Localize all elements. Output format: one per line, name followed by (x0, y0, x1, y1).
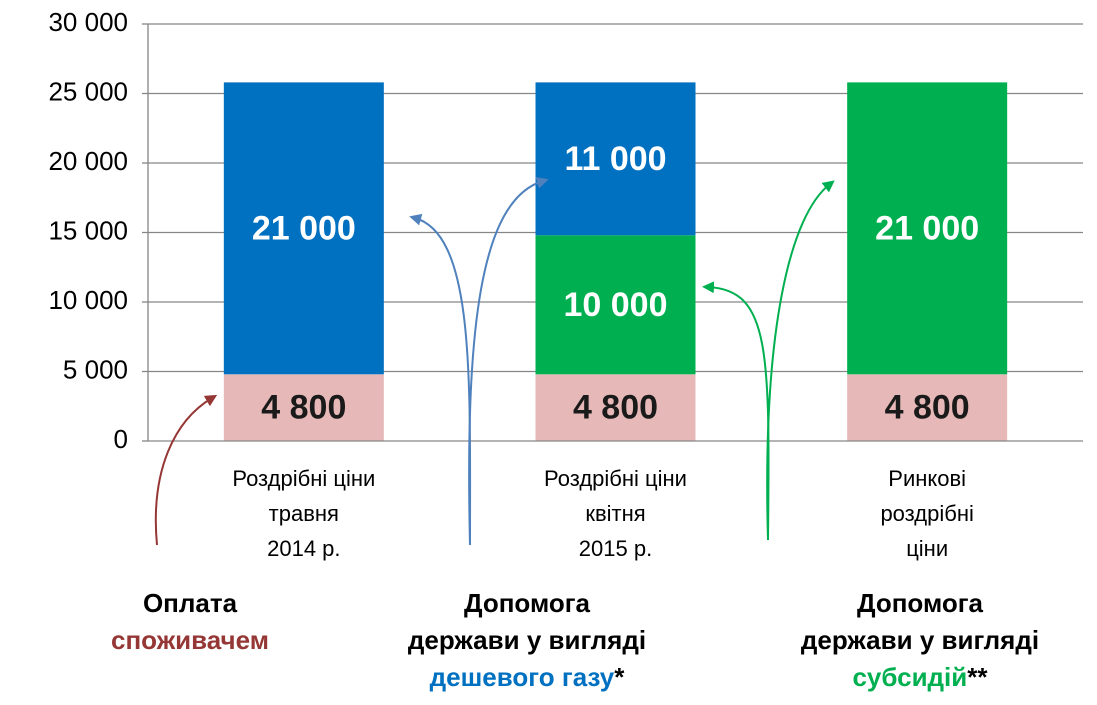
annotation-part: держави у вигляді (408, 625, 646, 655)
x-tick-label: квітня (585, 501, 645, 526)
bar-segment (223, 374, 384, 441)
arrow (154, 394, 218, 546)
annotation: держави у вигляді (801, 625, 1039, 655)
annotation-part: Оплата (143, 588, 238, 618)
bar-segment (535, 374, 696, 441)
x-tick-label: 2014 р. (267, 536, 340, 561)
bar-segment (847, 374, 1008, 441)
annotation: Оплата (143, 588, 238, 618)
arrows (154, 177, 835, 546)
arrow (409, 213, 472, 546)
x-tick-label: роздрібні (880, 501, 973, 526)
y-tick-label: 25 000 (48, 76, 128, 106)
y-tick-label: 5 000 (63, 354, 128, 384)
value-label: 10 000 (564, 286, 668, 324)
x-tick-label: ціни (906, 536, 948, 561)
annotation-part: субсидій (852, 662, 967, 692)
value-label: 21 000 (875, 209, 979, 247)
annotation: споживачем (111, 625, 269, 655)
value-label: 4 800 (261, 389, 346, 427)
annotation: держави у вигляді (408, 625, 646, 655)
y-tick-label: 0 (114, 424, 128, 454)
bar-segment (223, 82, 384, 375)
value-label: 21 000 (252, 209, 356, 247)
x-tick-label: Роздрібні ціни (544, 466, 687, 491)
value-label: 11 000 (564, 140, 666, 178)
annotation: дешевого газу* (430, 662, 626, 692)
bar-segment (847, 82, 1008, 375)
x-tick-label: 2015 р. (579, 536, 652, 561)
y-tick-label: 20 000 (48, 146, 128, 176)
arrow (766, 180, 835, 541)
y-tick-label: 30 000 (48, 7, 128, 37)
annotation: Допомога (464, 588, 591, 618)
annotation-part: * (614, 662, 625, 692)
annotation: субсидій** (852, 662, 988, 692)
arrow (468, 177, 549, 546)
annotation-part: дешевого газу (430, 662, 615, 692)
value-label: 4 800 (885, 389, 970, 427)
y-tick-label: 15 000 (48, 215, 128, 245)
annotation-part: держави у вигляді (801, 625, 1039, 655)
plot: 0 5 000 10 000 15 000 20 000 25 000 30 000 4 80… (48, 7, 1083, 561)
annotation-part: ** (967, 662, 988, 692)
bar-segment (535, 235, 696, 375)
x-tick-label: Ринкові (888, 466, 966, 491)
y-tick-label: 10 000 (48, 285, 128, 315)
bar-segment (535, 82, 696, 236)
arrow (702, 281, 770, 541)
annotation-part: Допомога (857, 588, 984, 618)
x-tick-label: травня (269, 501, 339, 526)
value-label: 4 800 (573, 389, 658, 427)
annotation-part: Допомога (464, 588, 591, 618)
annotation: Допомога (857, 588, 984, 618)
x-tick-label: Роздрібні ціни (232, 466, 375, 491)
annotation-part: споживачем (111, 625, 269, 655)
